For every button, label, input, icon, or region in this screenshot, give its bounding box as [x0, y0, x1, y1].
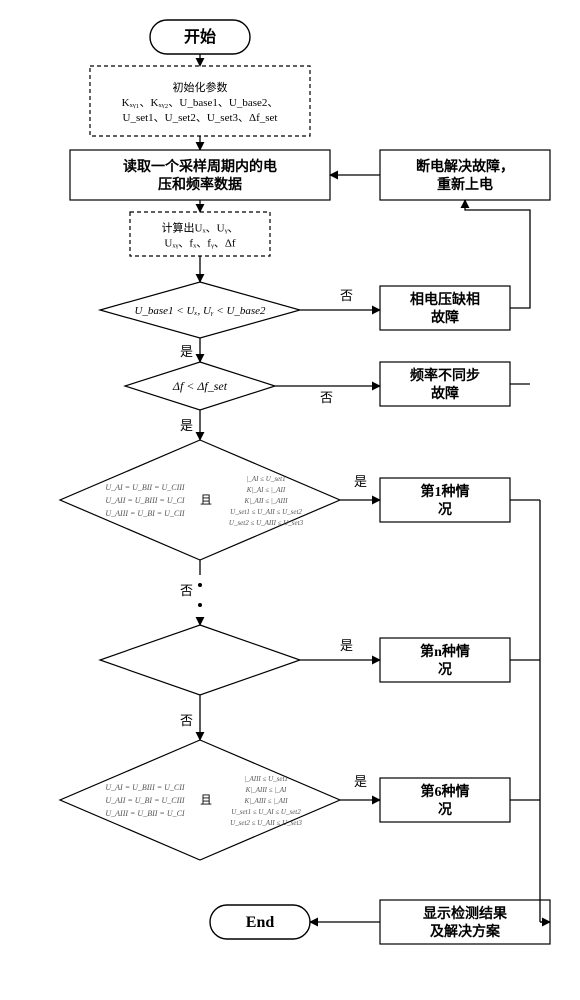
- svg-text:U_set2 ≤ U_AII ≤ U_set3: U_set2 ≤ U_AII ≤ U_set3: [230, 819, 302, 827]
- svg-text:U_set1、U_set2、U_set3、Δf_set: U_set1、U_set2、U_set3、Δf_set: [123, 112, 278, 124]
- svg-text:故障: 故障: [431, 385, 459, 402]
- svg-text:|_AIII ≤ U_set1: |_AIII ≤ U_set1: [244, 775, 288, 783]
- svg-text:|_AI ≤ U_set1: |_AI ≤ U_set1: [246, 475, 285, 483]
- svg-text:End: End: [246, 914, 275, 931]
- svg-text:是: 是: [354, 474, 367, 489]
- svg-text:断电解决故障，: 断电解决故障，: [416, 158, 514, 175]
- svg-text:否: 否: [340, 288, 353, 303]
- svg-text:K|_AIII ≤ |_AII: K|_AIII ≤ |_AII: [243, 797, 288, 805]
- svg-text:况: 况: [438, 502, 452, 518]
- svg-text:Kₓᵧ₁、Kₓᵧ₂、U_base1、U_base2、: Kₓᵧ₁、Kₓᵧ₂、U_base1、U_base2、: [122, 97, 279, 109]
- svg-text:U_set1 ≤ U_AII ≤ U_set2: U_set1 ≤ U_AII ≤ U_set2: [230, 508, 302, 516]
- svg-text:故障: 故障: [431, 309, 459, 326]
- svg-text:U_base1 < Uₓ, Uᵧ < U_base2: U_base1 < Uₓ, Uᵧ < U_base2: [134, 305, 266, 317]
- svg-text:压和频率数据: 压和频率数据: [158, 176, 242, 193]
- svg-text:频率不同步: 频率不同步: [410, 367, 480, 384]
- svg-text:第6种情: 第6种情: [421, 783, 470, 800]
- svg-text:Δf < Δf_set: Δf < Δf_set: [172, 379, 228, 393]
- svg-text:U_AII = U_BIII = U_CI: U_AII = U_BIII = U_CI: [105, 496, 185, 505]
- svg-text:重新上电: 重新上电: [437, 176, 493, 193]
- svg-text:是: 是: [340, 638, 353, 653]
- svg-text:相电压缺相: 相电压缺相: [410, 291, 480, 308]
- svg-text:显示检测结果: 显示检测结果: [423, 905, 508, 922]
- svg-text:况: 况: [438, 662, 452, 678]
- svg-text:是: 是: [354, 774, 367, 789]
- svg-text:是: 是: [180, 418, 193, 433]
- svg-text:初始化参数: 初始化参数: [173, 80, 228, 94]
- svg-text:否: 否: [320, 390, 333, 405]
- svg-text:况: 况: [438, 802, 452, 818]
- svg-text:U_AIII = U_BI = U_CII: U_AIII = U_BI = U_CII: [105, 509, 185, 518]
- svg-text:K|_AI ≤ |_AII: K|_AI ≤ |_AII: [246, 486, 286, 494]
- svg-text:K|_AII ≤ |_AIII: K|_AII ≤ |_AIII: [243, 497, 288, 505]
- svg-text:是: 是: [180, 344, 193, 359]
- svg-text:U_set2 ≤ U_AIII ≤ U_set3: U_set2 ≤ U_AIII ≤ U_set3: [229, 519, 304, 527]
- svg-text:及解决方案: 及解决方案: [430, 923, 501, 940]
- svg-text:且: 且: [200, 793, 212, 807]
- svg-text:U_AI = U_BII = U_CIII: U_AI = U_BII = U_CIII: [105, 483, 185, 492]
- svg-text:K|_AIII ≤ |_AI: K|_AIII ≤ |_AI: [245, 786, 287, 794]
- svg-text:开始: 开始: [184, 27, 216, 46]
- svg-text:第1种情: 第1种情: [421, 483, 470, 500]
- svg-text:读取一个采样周期内的电: 读取一个采样周期内的电: [123, 158, 277, 175]
- svg-text:U_AII = U_BI = U_CIII: U_AII = U_BI = U_CIII: [105, 796, 185, 805]
- svg-text:否: 否: [180, 583, 193, 598]
- svg-text:第n种情: 第n种情: [420, 643, 470, 660]
- svg-text:Uₓᵧ、fₓ、fᵧ、Δf: Uₓᵧ、fₓ、fᵧ、Δf: [164, 238, 236, 250]
- svg-text:否: 否: [180, 713, 193, 728]
- svg-text:U_set1 ≤ U_AI ≤ U_set2: U_set1 ≤ U_AI ≤ U_set2: [231, 808, 301, 816]
- flowchart-canvas: 开始初始化参数 Kₓᵧ₁、Kₓᵧ₂、U_base1、U_base2、 U_set1、…: [10, 10, 570, 990]
- svg-text:计算出Uₓ、Uᵧ、: 计算出Uₓ、Uᵧ、: [162, 221, 239, 235]
- svg-text:U_AIII = U_BII = U_CI: U_AIII = U_BII = U_CI: [105, 809, 185, 818]
- svg-text:U_AI = U_BIII = U_CII: U_AI = U_BIII = U_CII: [105, 783, 185, 792]
- svg-text:且: 且: [200, 493, 212, 507]
